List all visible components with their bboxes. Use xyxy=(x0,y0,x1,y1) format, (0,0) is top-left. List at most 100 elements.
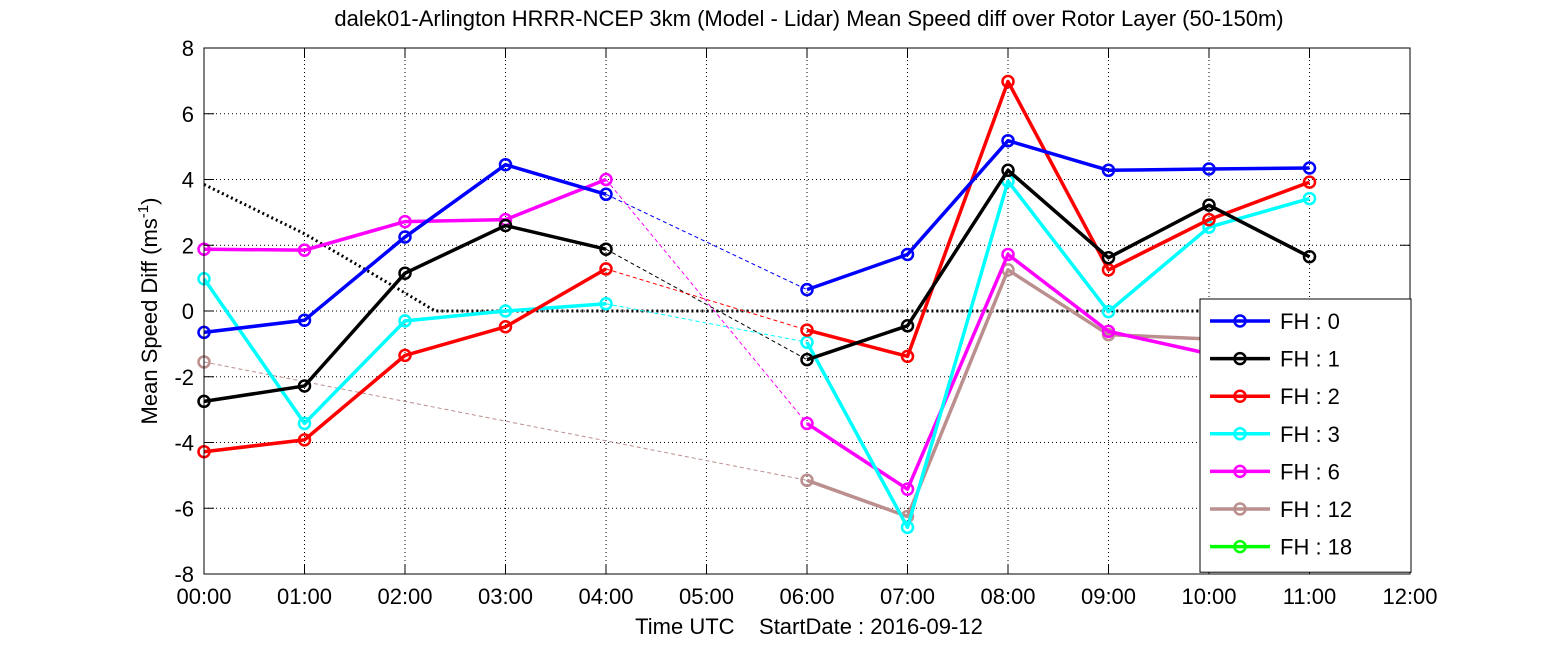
data-point xyxy=(1202,212,1216,227)
y-tick-label: 0 xyxy=(182,299,194,324)
y-tick-label: 8 xyxy=(182,36,194,61)
data-point xyxy=(398,314,412,328)
legend-swatch-marker xyxy=(1233,464,1247,479)
legend-swatch-marker xyxy=(1233,351,1247,366)
x-tick-label: 07:00 xyxy=(880,584,935,609)
data-point xyxy=(599,172,613,187)
x-tick-label: 06:00 xyxy=(779,584,834,609)
series-fh-12 xyxy=(197,263,1216,524)
legend-swatch-marker xyxy=(1233,502,1247,516)
legend-label: FH : 2 xyxy=(1280,384,1340,409)
data-point xyxy=(1302,161,1317,175)
data-point xyxy=(900,349,915,364)
gap-link-fh-1 xyxy=(605,248,808,361)
series-line xyxy=(806,268,1210,519)
gap-link-fh-12 xyxy=(203,361,808,481)
series-layer xyxy=(197,74,1317,535)
series-line xyxy=(203,162,607,335)
x-tick-label: 11:00 xyxy=(1283,584,1336,609)
x-tick-label: 12:00 xyxy=(1382,584,1437,609)
y-axis-label-main: Mean Speed Diff (ms xyxy=(137,218,162,424)
gap-link-fh-2 xyxy=(605,268,808,331)
legend-label: FH : 18 xyxy=(1280,535,1352,560)
x-axis-label: Time UTC StartDate : 2016-09-12 xyxy=(635,614,983,639)
x-tick-label: 08:00 xyxy=(980,584,1035,609)
legend-item: FH : 3 xyxy=(1210,422,1340,447)
legend-swatch-marker xyxy=(1233,427,1247,441)
legend-label: FH : 6 xyxy=(1280,459,1340,484)
data-point xyxy=(900,520,915,535)
data-point xyxy=(1001,247,1015,262)
y-axis-label: Mean Speed Diff (ms-1) xyxy=(135,198,162,425)
x-tick-label: 00:00 xyxy=(176,584,231,609)
y-tick-label: -2 xyxy=(174,365,194,390)
x-tick-label: 03:00 xyxy=(478,584,533,609)
data-point xyxy=(599,297,613,311)
series-line xyxy=(806,168,1311,362)
data-point xyxy=(1202,162,1216,176)
legend-swatch-marker xyxy=(1233,389,1247,403)
data-point xyxy=(398,348,412,363)
series-fh-0 xyxy=(197,133,1317,340)
series-line xyxy=(203,177,607,252)
data-point xyxy=(1001,133,1015,148)
data-point xyxy=(498,157,513,172)
data-point xyxy=(900,319,915,333)
chart-title: dalek01-Arlington HRRR-NCEP 3km (Model -… xyxy=(334,6,1283,31)
data-point xyxy=(1101,163,1116,178)
gap-link-fh-3 xyxy=(605,303,808,343)
series-line xyxy=(203,223,607,404)
data-point xyxy=(297,433,312,447)
y-tick-label: -6 xyxy=(174,496,194,521)
legend-label: FH : 0 xyxy=(1280,309,1340,334)
data-point xyxy=(1302,250,1317,264)
legend-swatch-marker xyxy=(1233,314,1247,328)
data-point xyxy=(1202,198,1216,212)
legend-label: FH : 12 xyxy=(1280,497,1352,522)
series-line xyxy=(806,138,1310,292)
data-point xyxy=(800,352,814,367)
legend-label: FH : 3 xyxy=(1280,422,1340,447)
data-point xyxy=(498,320,513,334)
data-point xyxy=(1101,304,1116,319)
data-point xyxy=(1001,74,1015,89)
legend-swatch-marker xyxy=(1233,539,1247,554)
data-point xyxy=(1001,163,1015,178)
series-line xyxy=(203,267,607,454)
series-fh-2 xyxy=(197,74,1317,459)
x-tick-label: 05:00 xyxy=(679,584,734,609)
data-point xyxy=(1101,250,1116,265)
data-point xyxy=(297,416,312,431)
data-point xyxy=(398,214,412,229)
gap-link-fh-0 xyxy=(605,193,808,291)
legend-item: FH : 18 xyxy=(1210,535,1352,560)
legend-item: FH : 1 xyxy=(1210,347,1340,372)
data-point xyxy=(599,242,613,256)
gap-link-layer xyxy=(203,179,808,481)
legend-item: FH : 2 xyxy=(1210,384,1340,409)
data-point xyxy=(498,304,513,318)
data-point xyxy=(900,247,915,262)
y-tick-label: -8 xyxy=(174,562,194,587)
data-point xyxy=(297,243,312,257)
gap-link-fh-6 xyxy=(605,179,808,424)
legend-item: FH : 0 xyxy=(1210,309,1340,334)
x-tick-label: 02:00 xyxy=(377,584,432,609)
x-tick-label: 10:00 xyxy=(1181,584,1236,609)
series-fh-1 xyxy=(197,163,1317,409)
data-point xyxy=(1101,324,1116,339)
data-point xyxy=(800,473,814,488)
data-point xyxy=(800,282,814,297)
series-fh-3 xyxy=(197,174,1317,535)
legend-item: FH : 6 xyxy=(1210,459,1340,484)
data-point xyxy=(297,379,312,393)
legend-label: FH : 1 xyxy=(1280,347,1340,372)
data-point xyxy=(398,230,412,244)
data-point xyxy=(1202,220,1216,234)
data-point xyxy=(1302,175,1317,189)
x-tick-label: 01:00 xyxy=(277,584,332,609)
data-point xyxy=(599,187,613,202)
legend: FH : 0 FH : 1 FH : 2 FH : 3 FH : 6 FH : 12 FH … xyxy=(1199,298,1412,573)
